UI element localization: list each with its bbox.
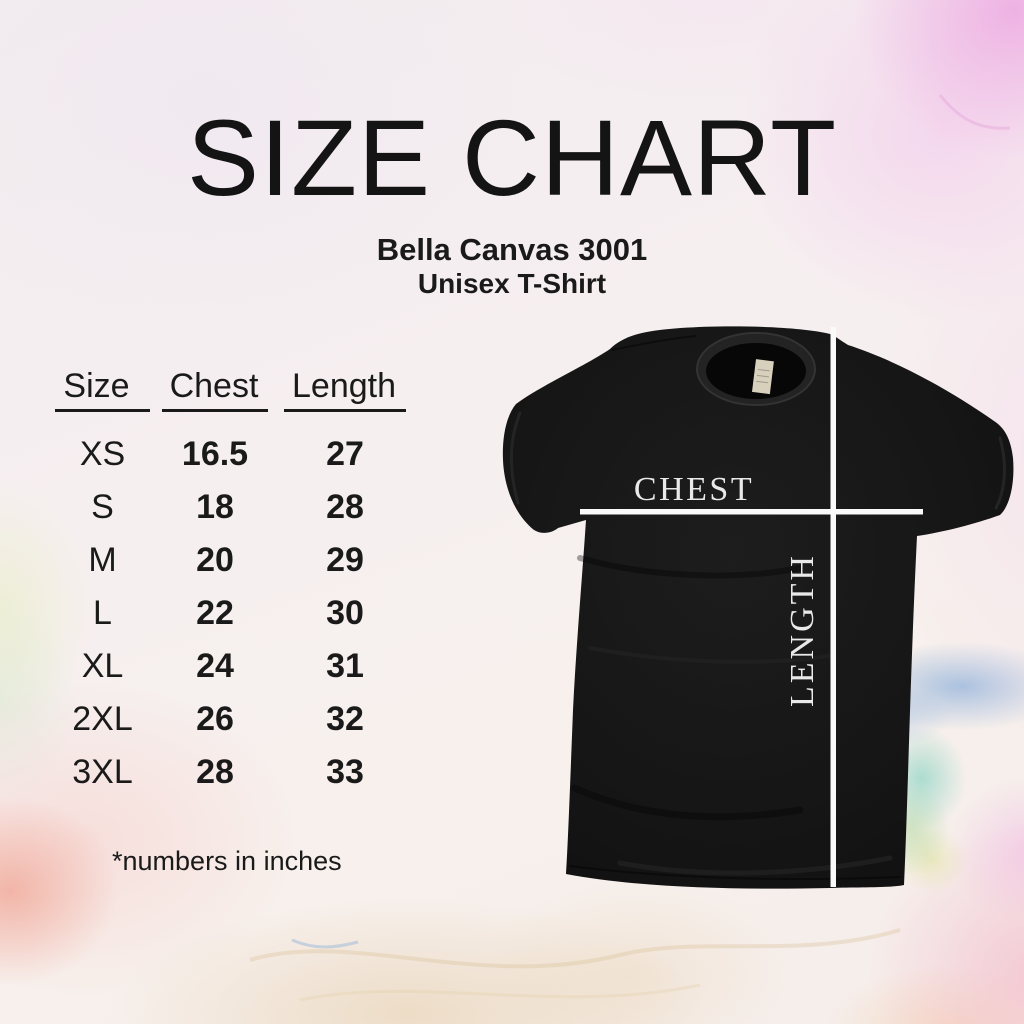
- length-cell: 30: [326, 594, 364, 632]
- chest-measure-line: [580, 509, 923, 515]
- table-row: 3XL 28 33: [40, 746, 430, 799]
- size-table: Size Chest Length XS 16.5 27 S 18 28 M 2…: [40, 366, 430, 799]
- length-cell: 32: [326, 700, 364, 738]
- column-header-size: Size: [55, 366, 150, 412]
- table-row: M 20 29: [40, 534, 430, 587]
- marble-vein-blue: [291, 938, 359, 949]
- marble-vein-pink: [938, 94, 1011, 130]
- table-header-row: Size Chest Length: [40, 366, 430, 412]
- neck-tag: [751, 359, 774, 395]
- chest-cell: 18: [196, 488, 234, 526]
- table-body: XS 16.5 27 S 18 28 M 20 29 L 22 30 XL 24: [40, 428, 430, 799]
- size-cell: L: [93, 594, 112, 632]
- column-header-chest: Chest: [161, 366, 269, 412]
- units-footnote: *numbers in inches: [112, 846, 342, 876]
- table-row: L 22 30: [40, 587, 430, 640]
- chest-cell: 26: [196, 700, 234, 738]
- size-cell: S: [91, 488, 114, 526]
- chest-cell: 24: [196, 647, 234, 685]
- column-header-length: Length: [284, 366, 406, 412]
- table-row: XL 24 31: [40, 640, 430, 693]
- length-label: LENGTH: [784, 553, 821, 707]
- size-cell: 2XL: [72, 700, 133, 738]
- table-row: S 18 28: [40, 481, 430, 534]
- length-cell: 29: [326, 541, 364, 579]
- fabric-wrinkles: [510, 335, 1007, 881]
- chest-cell: 20: [196, 541, 234, 579]
- marble-vein: [249, 928, 901, 969]
- size-cell: XL: [81, 647, 124, 685]
- length-cell: 31: [326, 647, 364, 685]
- chest-label: CHEST: [634, 471, 754, 508]
- length-cell: 27: [326, 435, 364, 473]
- product-subtitle: Unisex T-Shirt: [417, 268, 607, 299]
- header: SIZE CHART Bella Canvas 3001 Unisex T-Sh…: [0, 103, 1024, 299]
- length-cell: 33: [326, 753, 364, 791]
- size-cell: 3XL: [72, 753, 133, 791]
- marble-vein: [299, 983, 701, 1002]
- table-row: XS 16.5 27: [40, 428, 430, 481]
- length-cell: 28: [326, 488, 364, 526]
- tshirt-photo: CHEST LENGTH: [502, 326, 1014, 889]
- tshirt-body: [502, 326, 1014, 889]
- page-title: SIZE CHART: [186, 97, 838, 218]
- chest-cell: 22: [196, 594, 234, 632]
- brand-subtitle: Bella Canvas 3001: [376, 232, 648, 267]
- size-cell: XS: [79, 435, 126, 473]
- size-cell: M: [88, 541, 117, 579]
- table-row: 2XL 26 32: [40, 693, 430, 746]
- chest-cell: 16.5: [181, 435, 249, 473]
- length-measure-line: [830, 327, 836, 887]
- chest-cell: 28: [196, 753, 234, 791]
